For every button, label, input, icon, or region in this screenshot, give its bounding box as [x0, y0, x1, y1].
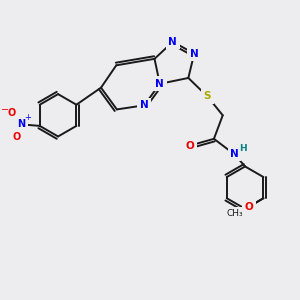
- Text: N: N: [190, 49, 199, 58]
- Text: N: N: [230, 149, 239, 159]
- Text: N: N: [155, 79, 164, 89]
- Text: −: −: [1, 105, 9, 115]
- Text: N: N: [168, 37, 177, 47]
- Text: N: N: [140, 100, 148, 110]
- Text: O: O: [244, 202, 253, 212]
- Text: +: +: [25, 113, 32, 122]
- Text: S: S: [204, 92, 211, 101]
- Text: H: H: [239, 144, 247, 153]
- Text: O: O: [12, 132, 20, 142]
- Text: O: O: [7, 108, 15, 118]
- Text: CH₃: CH₃: [226, 209, 243, 218]
- Text: N: N: [17, 119, 26, 129]
- Text: O: O: [185, 141, 194, 151]
